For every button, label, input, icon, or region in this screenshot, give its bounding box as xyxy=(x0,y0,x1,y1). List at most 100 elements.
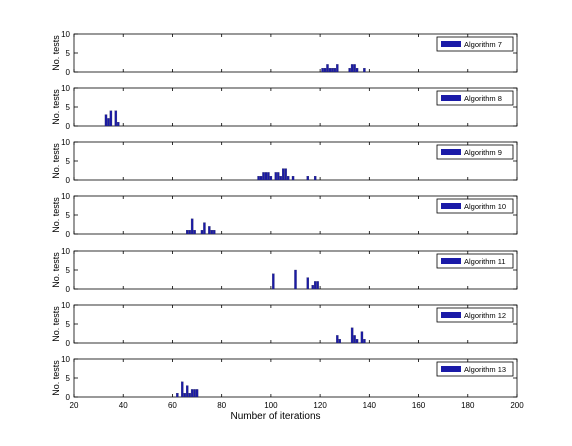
bar xyxy=(210,230,214,235)
bar xyxy=(195,389,199,398)
bar xyxy=(316,281,319,290)
bar xyxy=(336,64,339,73)
bar xyxy=(311,285,314,290)
bar xyxy=(323,68,327,73)
bar xyxy=(269,176,273,181)
y-tick-label: 0 xyxy=(66,68,71,77)
legend-swatch xyxy=(441,41,461,47)
bar xyxy=(291,176,295,181)
y-tick-label: 10 xyxy=(61,30,70,39)
bar xyxy=(272,273,275,290)
bar xyxy=(294,269,297,290)
legend-box xyxy=(436,307,514,323)
bar xyxy=(190,218,194,235)
bar xyxy=(338,339,341,344)
y-tick-label: 10 xyxy=(61,301,70,310)
x-tick-label: 120 xyxy=(313,401,327,410)
bar xyxy=(203,222,206,235)
legend-box xyxy=(436,144,514,160)
y-axis-label: No. tests xyxy=(51,35,61,71)
y-tick-label: 10 xyxy=(61,355,70,364)
bar xyxy=(200,230,204,235)
legend-box xyxy=(436,361,514,377)
bar xyxy=(274,172,278,181)
legend-box xyxy=(436,36,514,52)
bar xyxy=(264,172,268,181)
legend: Algorithm 9 xyxy=(436,144,514,160)
bar xyxy=(333,68,337,73)
y-tick-label: 5 xyxy=(66,49,71,58)
bar xyxy=(181,381,184,398)
bar xyxy=(353,335,356,344)
y-tick-label: 0 xyxy=(66,339,71,348)
x-tick-label: 180 xyxy=(461,401,475,410)
bar xyxy=(117,122,120,127)
legend-box xyxy=(436,90,514,106)
bar xyxy=(188,393,191,398)
bar xyxy=(186,230,189,235)
bar xyxy=(336,335,339,344)
bar xyxy=(208,226,211,235)
bar xyxy=(190,389,194,398)
bar xyxy=(262,172,265,181)
bar xyxy=(306,277,310,290)
bar xyxy=(321,68,324,73)
y-tick-label: 5 xyxy=(66,157,71,166)
y-axis-label: No. tests xyxy=(51,143,61,179)
y-axis-label: No. tests xyxy=(51,197,61,233)
bar xyxy=(114,110,118,127)
y-tick-label: 10 xyxy=(61,84,70,93)
bar xyxy=(313,281,317,290)
bar xyxy=(350,64,354,73)
bar xyxy=(267,172,270,181)
bar xyxy=(306,176,310,181)
legend-swatch xyxy=(441,366,461,372)
legend: Algorithm 7 xyxy=(436,36,514,52)
x-axis-label: Number of iterations xyxy=(230,411,320,422)
bar xyxy=(350,327,354,344)
legend: Algorithm 11 xyxy=(436,253,514,269)
legend-label: Algorithm 11 xyxy=(464,257,506,266)
legend-label: Algorithm 10 xyxy=(464,202,506,211)
legend-box xyxy=(436,198,514,214)
legend: Algorithm 8 xyxy=(436,90,514,106)
bar xyxy=(355,68,359,73)
legend: Algorithm 13 xyxy=(436,361,514,377)
x-tick-label: 40 xyxy=(119,401,128,410)
y-tick-label: 5 xyxy=(66,103,71,112)
y-tick-label: 5 xyxy=(66,266,71,275)
x-tick-label: 80 xyxy=(217,401,226,410)
bar xyxy=(360,331,364,344)
bar xyxy=(286,176,290,181)
bar xyxy=(109,110,113,127)
bar xyxy=(355,339,359,344)
x-tick-label: 20 xyxy=(70,401,79,410)
x-tick-label: 60 xyxy=(168,401,177,410)
bar xyxy=(279,176,282,181)
x-tick-label: 100 xyxy=(264,401,278,410)
legend-label: Algorithm 7 xyxy=(464,40,502,49)
x-tick-label: 200 xyxy=(510,401,524,410)
legend-swatch xyxy=(441,258,461,264)
x-tick-label: 140 xyxy=(363,401,377,410)
bar xyxy=(331,68,334,73)
legend-label: Algorithm 9 xyxy=(464,148,502,157)
bar xyxy=(363,339,366,344)
bar xyxy=(328,68,332,73)
legend-swatch xyxy=(441,149,461,155)
bar xyxy=(186,385,189,398)
bar xyxy=(213,230,216,235)
bar xyxy=(284,168,287,181)
legend-swatch xyxy=(441,95,461,101)
bar xyxy=(257,176,260,181)
legend-label: Algorithm 8 xyxy=(464,94,502,103)
legend-label: Algorithm 12 xyxy=(464,311,506,320)
legend-swatch xyxy=(441,203,461,209)
y-tick-label: 5 xyxy=(66,374,71,383)
y-axis-label: No. tests xyxy=(51,306,61,342)
